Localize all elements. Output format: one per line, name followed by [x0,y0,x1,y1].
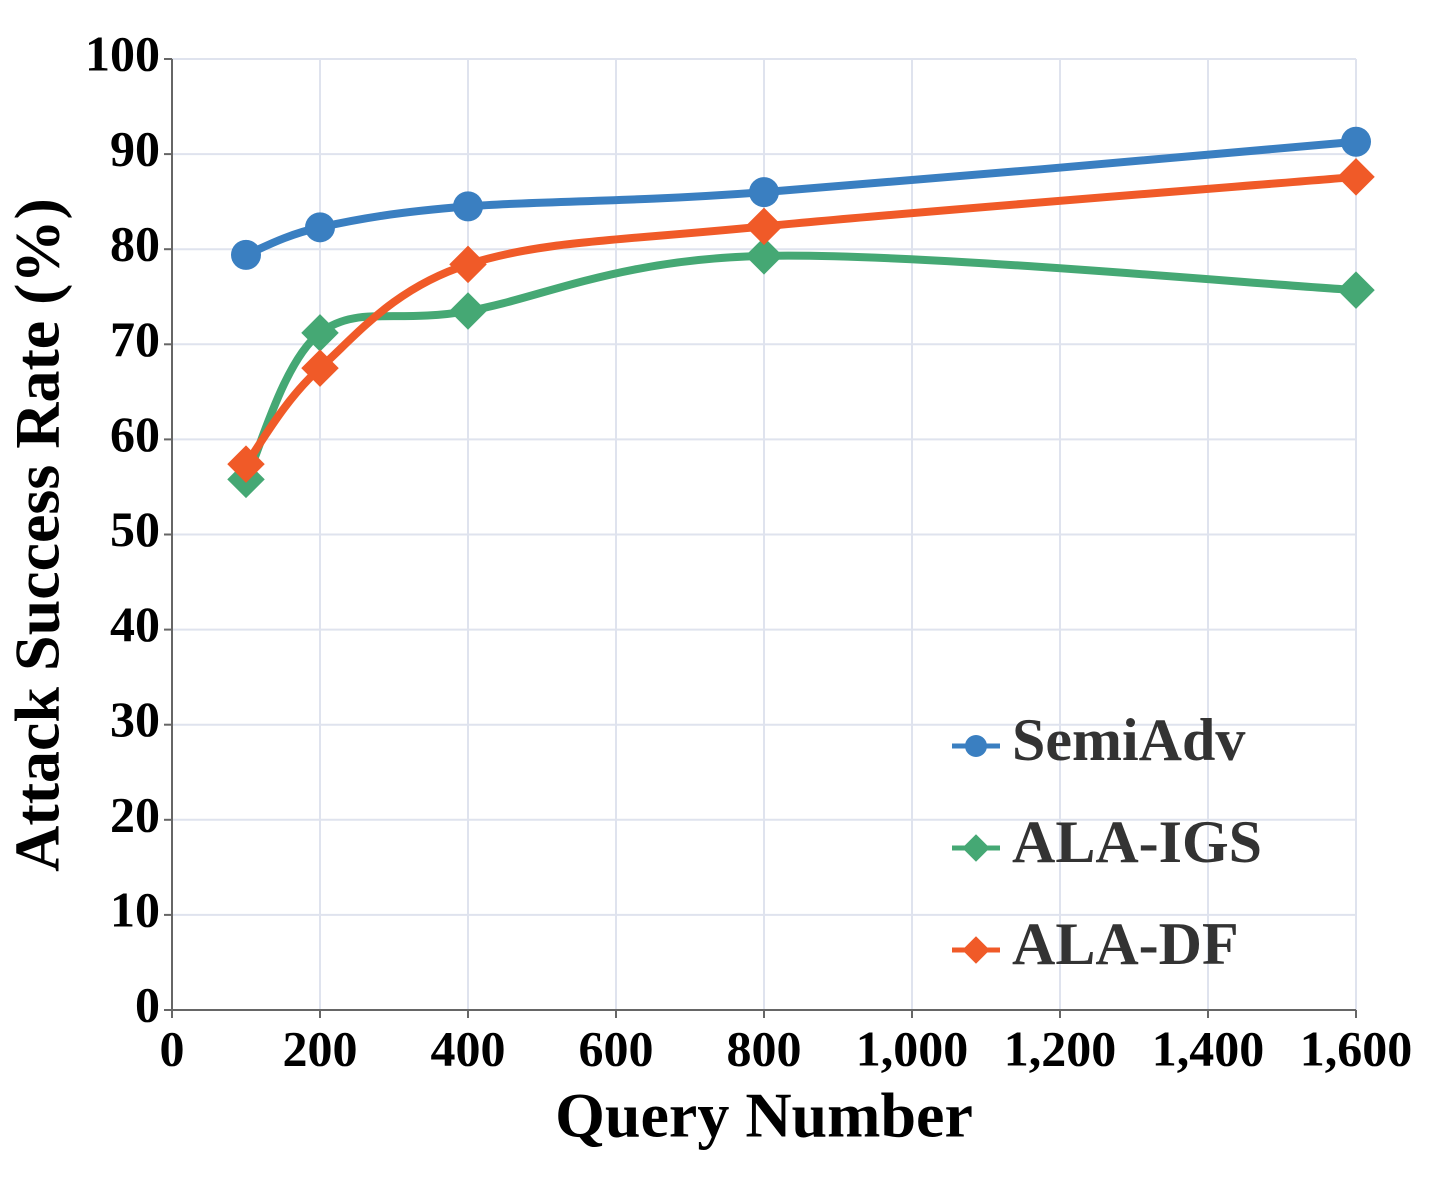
x-tick-label: 600 [579,1020,654,1076]
marker [449,245,487,284]
marker [1337,271,1375,309]
series-line [242,251,1357,482]
marker [962,834,990,862]
y-tick-label: 20 [110,786,160,842]
x-axis-title: Query Number [555,1080,973,1151]
marker [449,292,487,330]
y-tick-label: 40 [110,596,160,652]
y-axis-title: Attack Success Rate (%) [2,198,73,872]
x-tick-label: 200 [283,1020,358,1076]
marker [749,177,779,208]
y-tick-label: 30 [110,691,160,747]
y-tick-label: 100 [85,25,160,81]
x-tick-label: 800 [727,1020,802,1076]
x-tick-label: 1,400 [1152,1020,1265,1076]
marker [965,735,987,757]
legend-label: ALA-DF [1012,911,1239,977]
legend-label: SemiAdv [1012,707,1245,773]
x-tick-label: 400 [431,1020,506,1076]
marker [745,237,783,275]
y-tick-label: 80 [110,216,160,272]
y-tick-label: 90 [110,121,160,177]
marker [453,191,483,222]
y-tick-label: 60 [110,406,160,462]
marker [1337,158,1375,196]
y-tick-label: 50 [110,501,160,557]
series-line [242,172,1357,467]
marker [301,349,339,387]
x-tick-label: 1,200 [1004,1020,1117,1076]
marker [231,239,261,270]
y-tick-label: 0 [135,976,160,1032]
y-tick-label: 70 [110,311,160,367]
marker [305,212,335,243]
x-tick-label: 0 [160,1020,185,1076]
marker [227,445,265,483]
legend: SemiAdv ALA-IGS ALA-DF [952,707,1262,977]
x-tick-label: 1,000 [856,1020,969,1076]
x-tick-label: 1,600 [1300,1020,1413,1076]
y-tick-label: 10 [110,881,160,937]
marker [1341,126,1371,157]
legend-label: ALA-IGS [1012,809,1262,875]
marker [745,207,783,246]
marker [301,314,339,352]
series-line [244,137,1357,259]
marker [962,936,990,964]
